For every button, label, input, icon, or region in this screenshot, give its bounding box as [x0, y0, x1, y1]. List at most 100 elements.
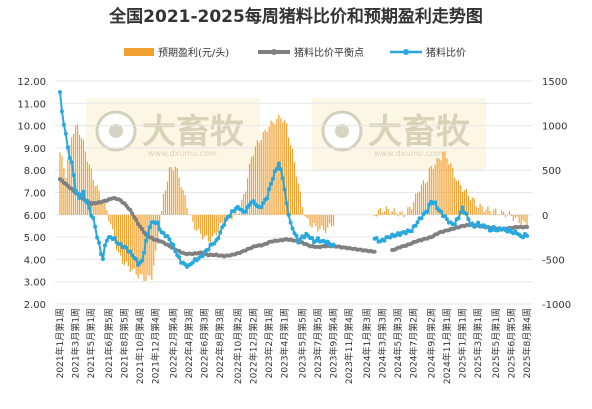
profit-bar — [252, 155, 255, 215]
x-tick-label: 2021年1月第1周 — [54, 308, 66, 378]
ratio-point — [173, 249, 178, 254]
profit-bar — [387, 209, 389, 215]
profit-bar — [256, 140, 258, 215]
profit-bar — [383, 211, 385, 215]
ratio-point — [280, 176, 285, 181]
x-tick-label: 2025年5月第1周 — [490, 308, 502, 378]
profit-bar — [205, 214, 208, 236]
profit-bar — [522, 214, 524, 221]
profit-bar — [149, 214, 151, 277]
balance-point — [525, 225, 530, 230]
profit-bar — [248, 163, 251, 215]
profit-bar — [233, 213, 235, 215]
profit-bar — [182, 190, 184, 215]
profit-bar — [458, 180, 460, 215]
profit-bar — [211, 214, 213, 237]
ratio-point — [212, 241, 217, 246]
profit-bar — [409, 206, 411, 215]
profit-bar — [243, 194, 245, 215]
profit-bar — [286, 123, 288, 215]
profit-bar — [133, 214, 135, 269]
x-tick-label: 2025年3月第1周 — [472, 308, 484, 378]
profit-bar — [213, 214, 215, 234]
ratio-point — [145, 231, 150, 236]
ratio-point — [491, 224, 496, 229]
profit-bar — [495, 208, 497, 215]
ratio-point — [243, 209, 248, 214]
profit-bar — [262, 131, 264, 215]
profit-bar — [184, 195, 186, 215]
profit-bar — [483, 212, 485, 215]
ratio-point — [521, 235, 526, 240]
profit-bar — [178, 177, 180, 215]
ratio-point — [294, 233, 299, 238]
profit-bar — [430, 166, 432, 215]
profit-bar — [76, 124, 79, 215]
profit-bar — [188, 214, 190, 216]
profit-bar — [288, 137, 290, 215]
ratio-point — [439, 209, 444, 214]
profit-bar — [499, 214, 501, 216]
ratio-point — [77, 196, 82, 201]
ratio-point — [134, 257, 139, 262]
profit-bar — [209, 214, 212, 245]
watermark-url: www.dxumu.com — [148, 149, 217, 158]
ratio-point — [267, 187, 272, 192]
profit-bar — [407, 207, 409, 215]
profit-bar — [381, 212, 384, 215]
ratio-point — [403, 231, 408, 236]
profit-bar — [147, 214, 149, 275]
balance-point — [130, 211, 135, 216]
left-tick-label: 11.00 — [17, 99, 46, 110]
x-tick-label: 2023年5月第5周 — [296, 308, 308, 378]
profit-bar — [125, 214, 128, 262]
ratio-point — [216, 236, 221, 241]
ratio-point — [374, 236, 379, 241]
profit-bar — [272, 122, 274, 215]
profit-bar — [289, 145, 292, 215]
ratio-point — [155, 220, 160, 225]
profit-bar — [508, 211, 511, 215]
profit-bar — [448, 164, 450, 215]
ratio-point — [315, 236, 320, 241]
profit-bar — [164, 190, 167, 215]
profit-bar — [479, 203, 481, 215]
profit-bar — [411, 209, 413, 215]
ratio-point — [112, 235, 117, 240]
profit-bar — [223, 214, 225, 226]
profit-bar — [426, 181, 428, 215]
ratio-point — [261, 201, 266, 206]
ratio-point — [218, 230, 223, 235]
ratio-point — [251, 199, 256, 204]
profit-bar — [295, 176, 298, 215]
profit-bar — [190, 214, 192, 216]
profit-bar — [198, 214, 200, 230]
profit-bar — [510, 214, 512, 217]
profit-bar — [268, 126, 270, 215]
profit-bar — [129, 214, 131, 272]
profit-bar — [61, 156, 63, 215]
ratio-point — [274, 166, 279, 171]
profit-bar — [172, 170, 174, 215]
ratio-point — [433, 200, 438, 205]
profit-bar — [118, 214, 120, 253]
profit-bar — [127, 214, 129, 267]
profit-bar — [526, 214, 528, 229]
profit-bar — [59, 152, 61, 215]
profit-bar — [420, 184, 423, 215]
profit-bar — [119, 214, 122, 256]
profit-bar — [299, 191, 301, 215]
profit-bar — [327, 214, 329, 228]
profit-bar — [313, 214, 315, 224]
profit-bar — [374, 214, 376, 217]
x-tick-label: 2024年5月第3周 — [392, 308, 404, 378]
watermark-url: www.dxumu.com — [374, 149, 443, 158]
profit-bar — [202, 214, 204, 240]
legend-swatch-profit — [124, 48, 154, 56]
profit-bar — [110, 214, 112, 225]
profit-bar — [207, 214, 210, 242]
profit-bar — [69, 145, 71, 215]
ratio-point — [167, 237, 172, 242]
profit-bar — [475, 206, 477, 215]
